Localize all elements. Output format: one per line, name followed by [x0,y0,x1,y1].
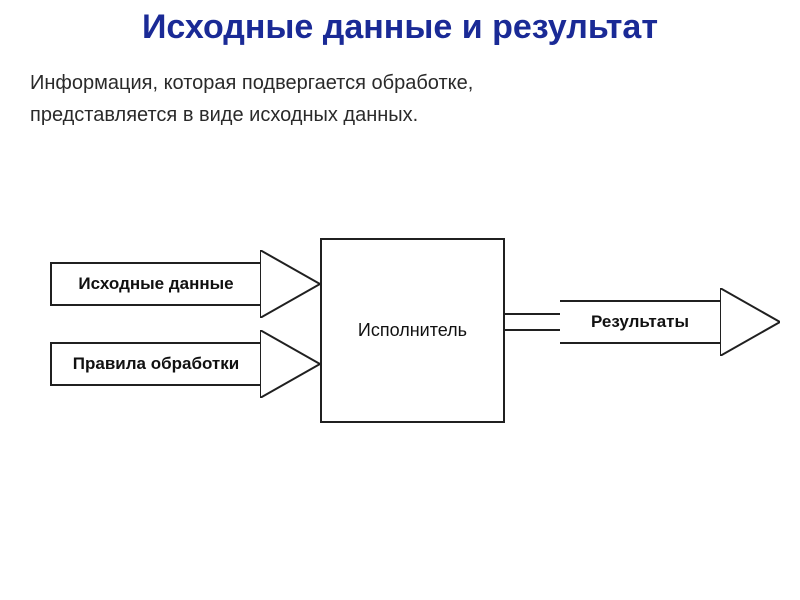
arrow-head-icon [720,288,780,356]
arrow-tail-icon [504,313,561,331]
executor-box-label: Исполнитель [358,320,467,341]
input-arrow-rules: Правила обработки [50,342,260,386]
arrow-head-icon [260,250,320,318]
input-arrow-source-data-label: Исходные данные [78,274,233,294]
flow-diagram: Исходные данные Правила обработки Исполн… [0,0,800,600]
output-arrow-results: Результаты [560,300,720,344]
input-arrow-rules-label: Правила обработки [73,354,239,374]
executor-box: Исполнитель [320,238,505,423]
input-arrow-source-data: Исходные данные [50,262,260,306]
output-arrow-results-label: Результаты [591,312,689,332]
arrow-head-icon [260,330,320,398]
